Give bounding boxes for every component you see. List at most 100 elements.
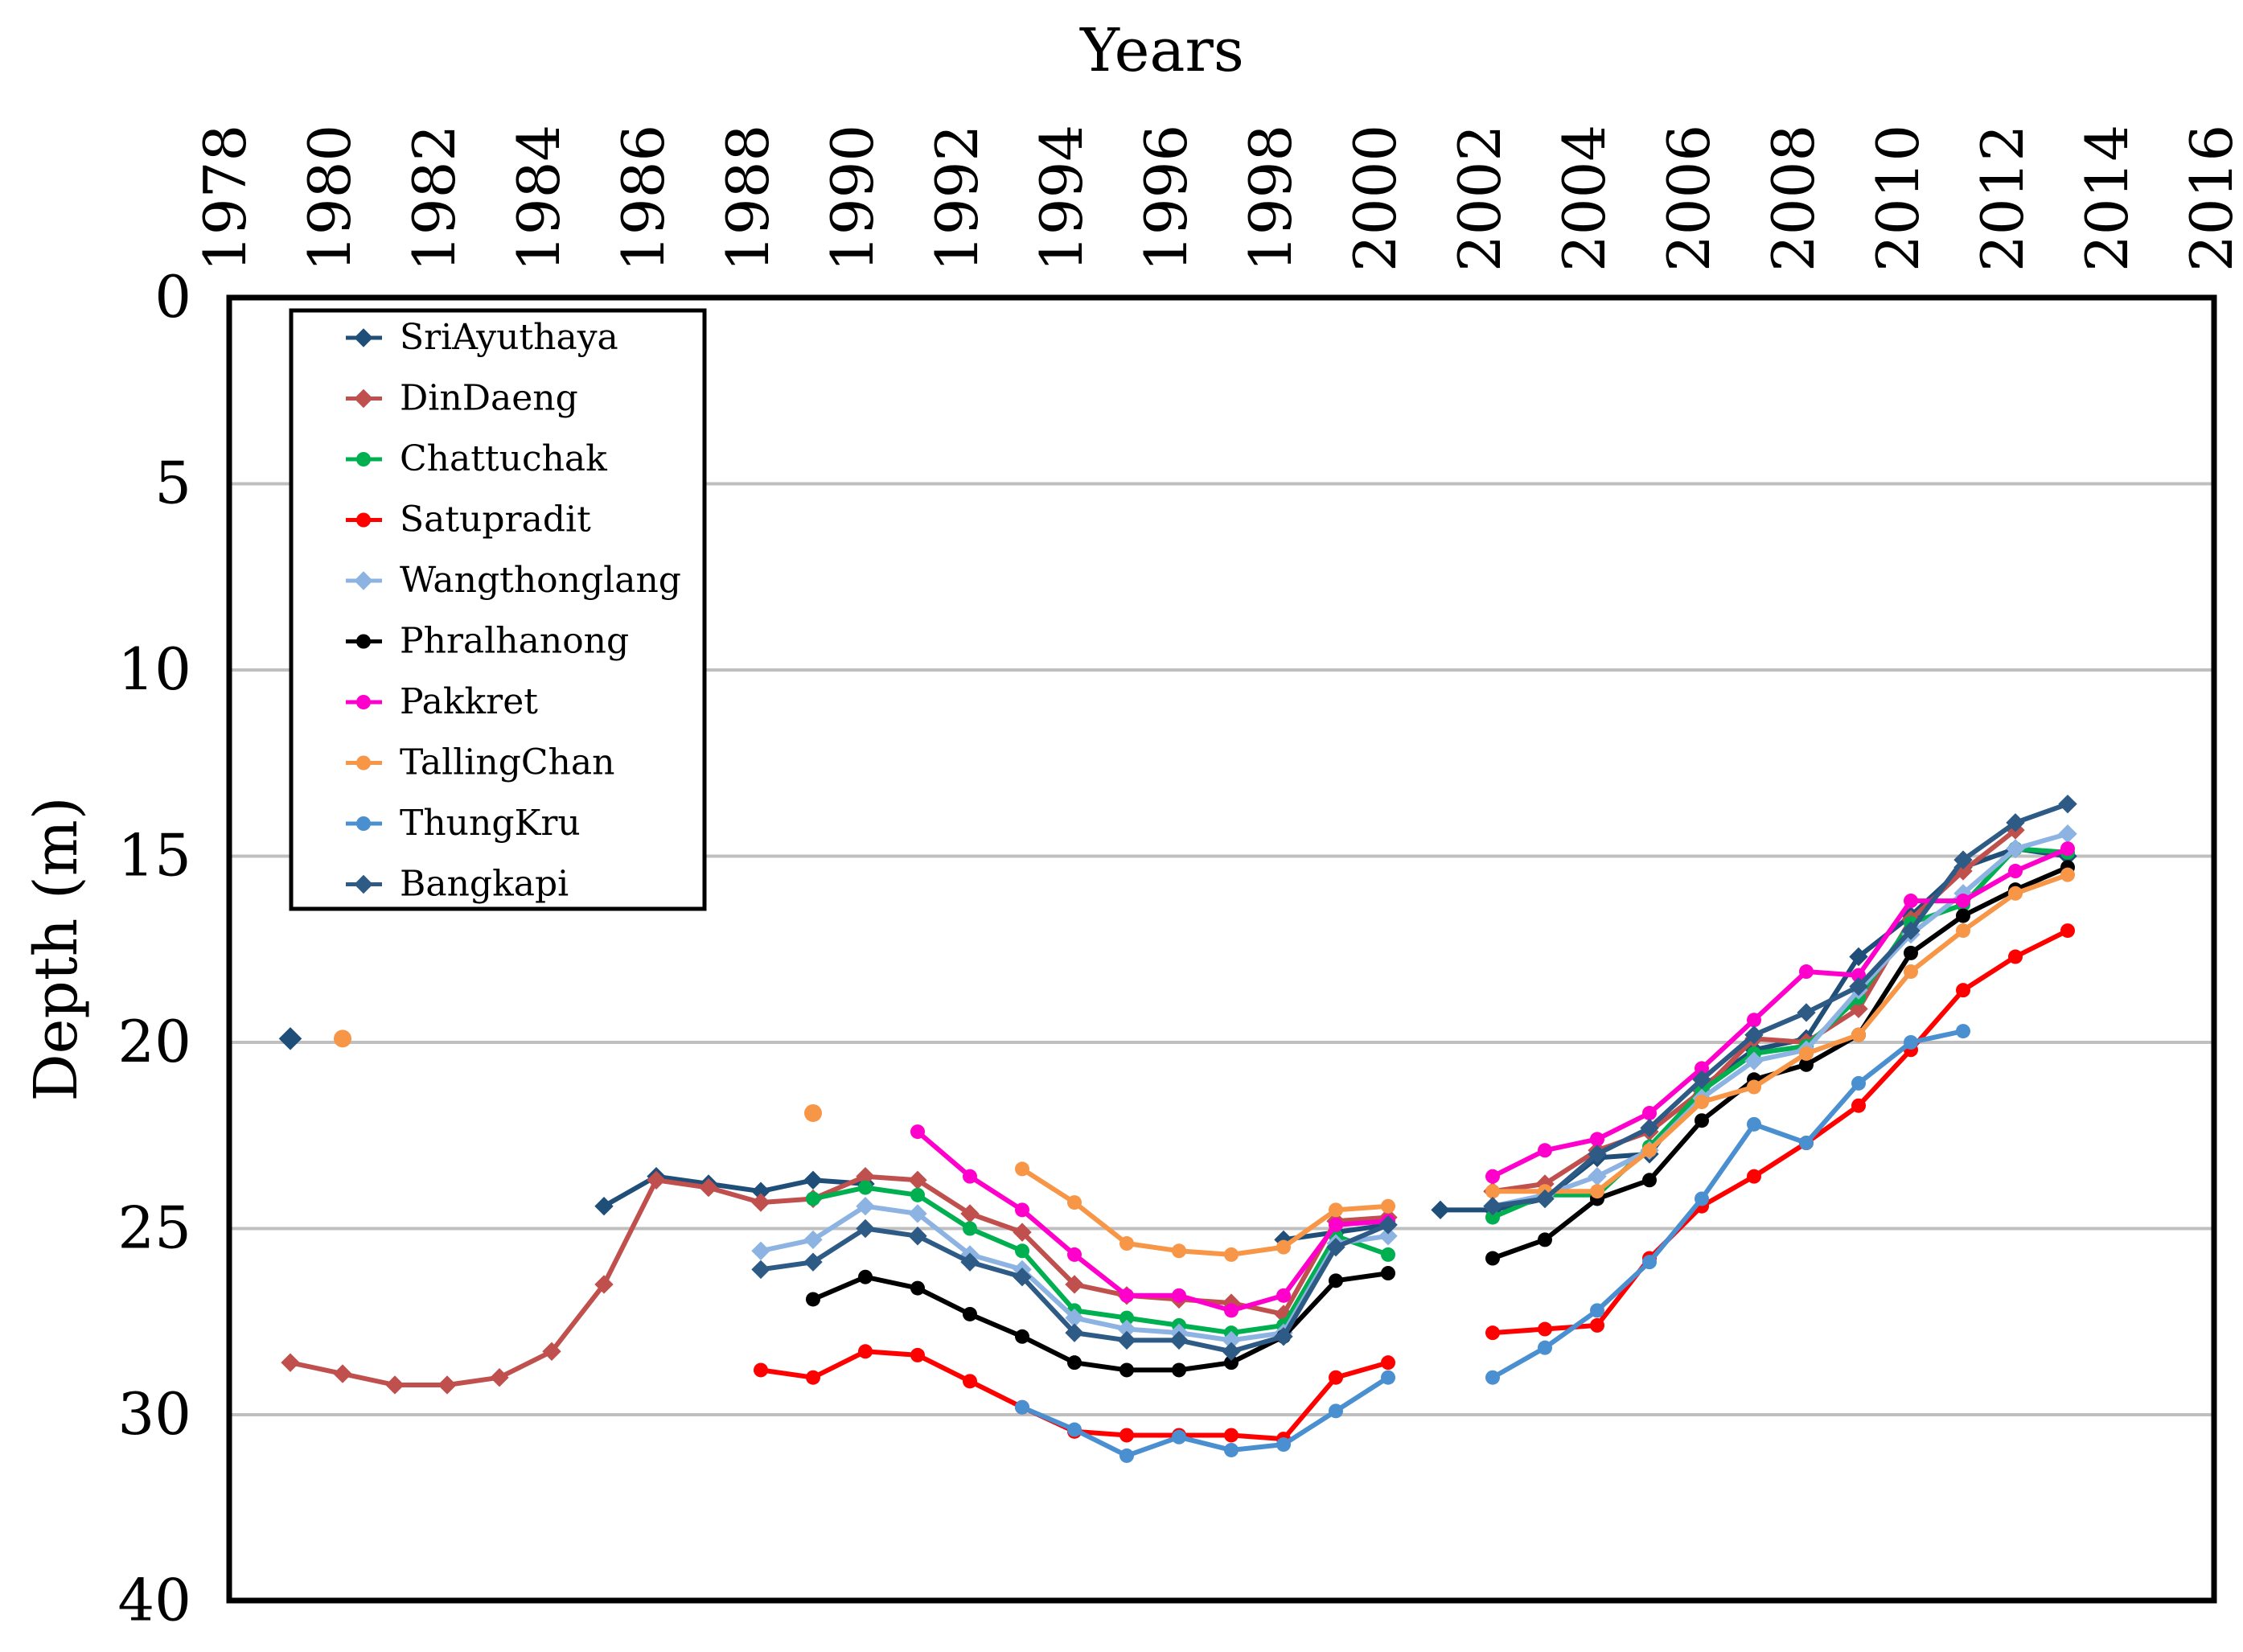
- series-line: [811, 1271, 1391, 1373]
- x-tick-label: 1994: [1028, 125, 1095, 272]
- data-point: [1590, 1132, 1604, 1147]
- data-point: [910, 1124, 925, 1140]
- data-point: [910, 1280, 925, 1296]
- legend-item: Bangkapi: [346, 864, 569, 905]
- data-point: [490, 1368, 509, 1387]
- data-point: [1485, 1184, 1500, 1199]
- data-point: [699, 1177, 718, 1198]
- data-point: [1381, 1247, 1395, 1262]
- data-point: [1904, 945, 1918, 960]
- data-point: [856, 1166, 875, 1186]
- data-point: [1329, 1217, 1343, 1232]
- plot-frame: [226, 294, 2217, 1604]
- data-point: [1119, 1288, 1134, 1303]
- series-line: [1490, 831, 2070, 1209]
- data-point: [334, 1029, 351, 1048]
- y-tick-label: 20: [117, 1008, 191, 1075]
- y-tick-label: 40: [117, 1567, 191, 1634]
- data-point: [1588, 1166, 1607, 1186]
- data-point: [1642, 1105, 1657, 1120]
- legend-items: SriAyuthaya DinDaeng Chattuchak Satupradit W…: [346, 317, 681, 905]
- data-point: [1224, 1428, 1239, 1443]
- y-tick-labels: 0 5 10 15 20 25 30 40: [117, 263, 191, 1634]
- x-tick-label: 2008: [1760, 125, 1827, 272]
- x-tick-label: 1984: [505, 125, 573, 272]
- legend-swatch-marker: [354, 388, 373, 409]
- data-point: [1849, 999, 1868, 1019]
- data-point: [1744, 1025, 1764, 1045]
- data-point: [1381, 1370, 1395, 1385]
- data-point: [2008, 864, 2023, 879]
- data-point: [908, 1204, 927, 1223]
- data-point: [1956, 1024, 1970, 1039]
- data-point: [910, 1347, 925, 1362]
- legend-swatch-marker: [356, 755, 371, 771]
- data-point: [751, 1181, 770, 1201]
- data-point: [1065, 1308, 1084, 1328]
- data-point: [858, 1180, 873, 1195]
- data-point: [1381, 1266, 1395, 1281]
- series-line: [1490, 846, 2070, 1179]
- series-line: [1490, 801, 2070, 1209]
- series-Bangkapi: [751, 794, 2077, 1361]
- legend-item: TallingChan: [346, 742, 614, 783]
- data-point: [333, 1364, 352, 1383]
- legend-item: SriAyuthaya: [346, 317, 618, 358]
- data-point: [1274, 1327, 1293, 1346]
- legend-swatch-marker: [354, 571, 373, 590]
- data-point: [647, 1170, 666, 1190]
- data-point: [1117, 1319, 1136, 1339]
- data-point: [1431, 1200, 1450, 1220]
- data-point: [2058, 824, 2077, 844]
- data-point: [1538, 1143, 1552, 1158]
- data-point: [858, 1269, 873, 1284]
- data-point: [806, 1292, 820, 1307]
- data-point: [1222, 1342, 1241, 1361]
- data-point: [1956, 983, 1970, 998]
- data-point: [963, 1221, 977, 1236]
- data-point: [1695, 1191, 1709, 1206]
- legend-swatch-marker: [356, 695, 371, 709]
- data-point: [856, 1197, 875, 1216]
- data-point: [1378, 1227, 1398, 1246]
- legend-item: Pakkret: [346, 681, 538, 722]
- data-point: [1535, 1174, 1555, 1194]
- data-point: [751, 1260, 770, 1280]
- legend-swatch-marker: [354, 328, 373, 347]
- data-point: [1015, 1329, 1029, 1344]
- data-point: [1067, 1355, 1082, 1371]
- data-point: [1590, 1184, 1604, 1199]
- x-tick-label: 2014: [2073, 125, 2141, 272]
- data-point: [1799, 964, 1814, 980]
- x-tick-label: 2006: [1655, 125, 1723, 272]
- data-point: [1169, 1330, 1189, 1350]
- data-point: [908, 1227, 927, 1246]
- data-point: [960, 1252, 980, 1272]
- data-point: [1067, 1247, 1082, 1262]
- data-point: [960, 1204, 980, 1223]
- data-point: [1744, 1051, 1764, 1071]
- data-point: [1381, 1355, 1395, 1371]
- series-line: [1490, 872, 2070, 1194]
- data-point: [856, 1218, 875, 1239]
- data-point: [2060, 923, 2075, 939]
- data-point: [1013, 1267, 1032, 1287]
- legend-label: SriAyuthaya: [400, 317, 618, 358]
- legend-label: Chattuchak: [400, 438, 607, 479]
- data-point: [1695, 1113, 1709, 1128]
- data-point: [438, 1375, 457, 1395]
- legend-box: [289, 308, 707, 911]
- series-Satupradit: [754, 923, 2075, 1447]
- data-point: [963, 1306, 977, 1321]
- data-point: [1015, 1243, 1029, 1259]
- legend-label: Pakkret: [400, 681, 538, 722]
- data-point: [1119, 1310, 1134, 1325]
- data-point: [1485, 1210, 1500, 1225]
- x-tick-label: 1992: [923, 125, 991, 272]
- data-point: [803, 1170, 823, 1190]
- legend-label: Bangkapi: [400, 864, 569, 905]
- data-point: [281, 1353, 300, 1372]
- data-point: [1067, 1195, 1082, 1210]
- legend: SriAyuthaya DinDaeng Chattuchak Satupradit W…: [289, 308, 707, 911]
- x-tick-label: 1988: [714, 125, 782, 272]
